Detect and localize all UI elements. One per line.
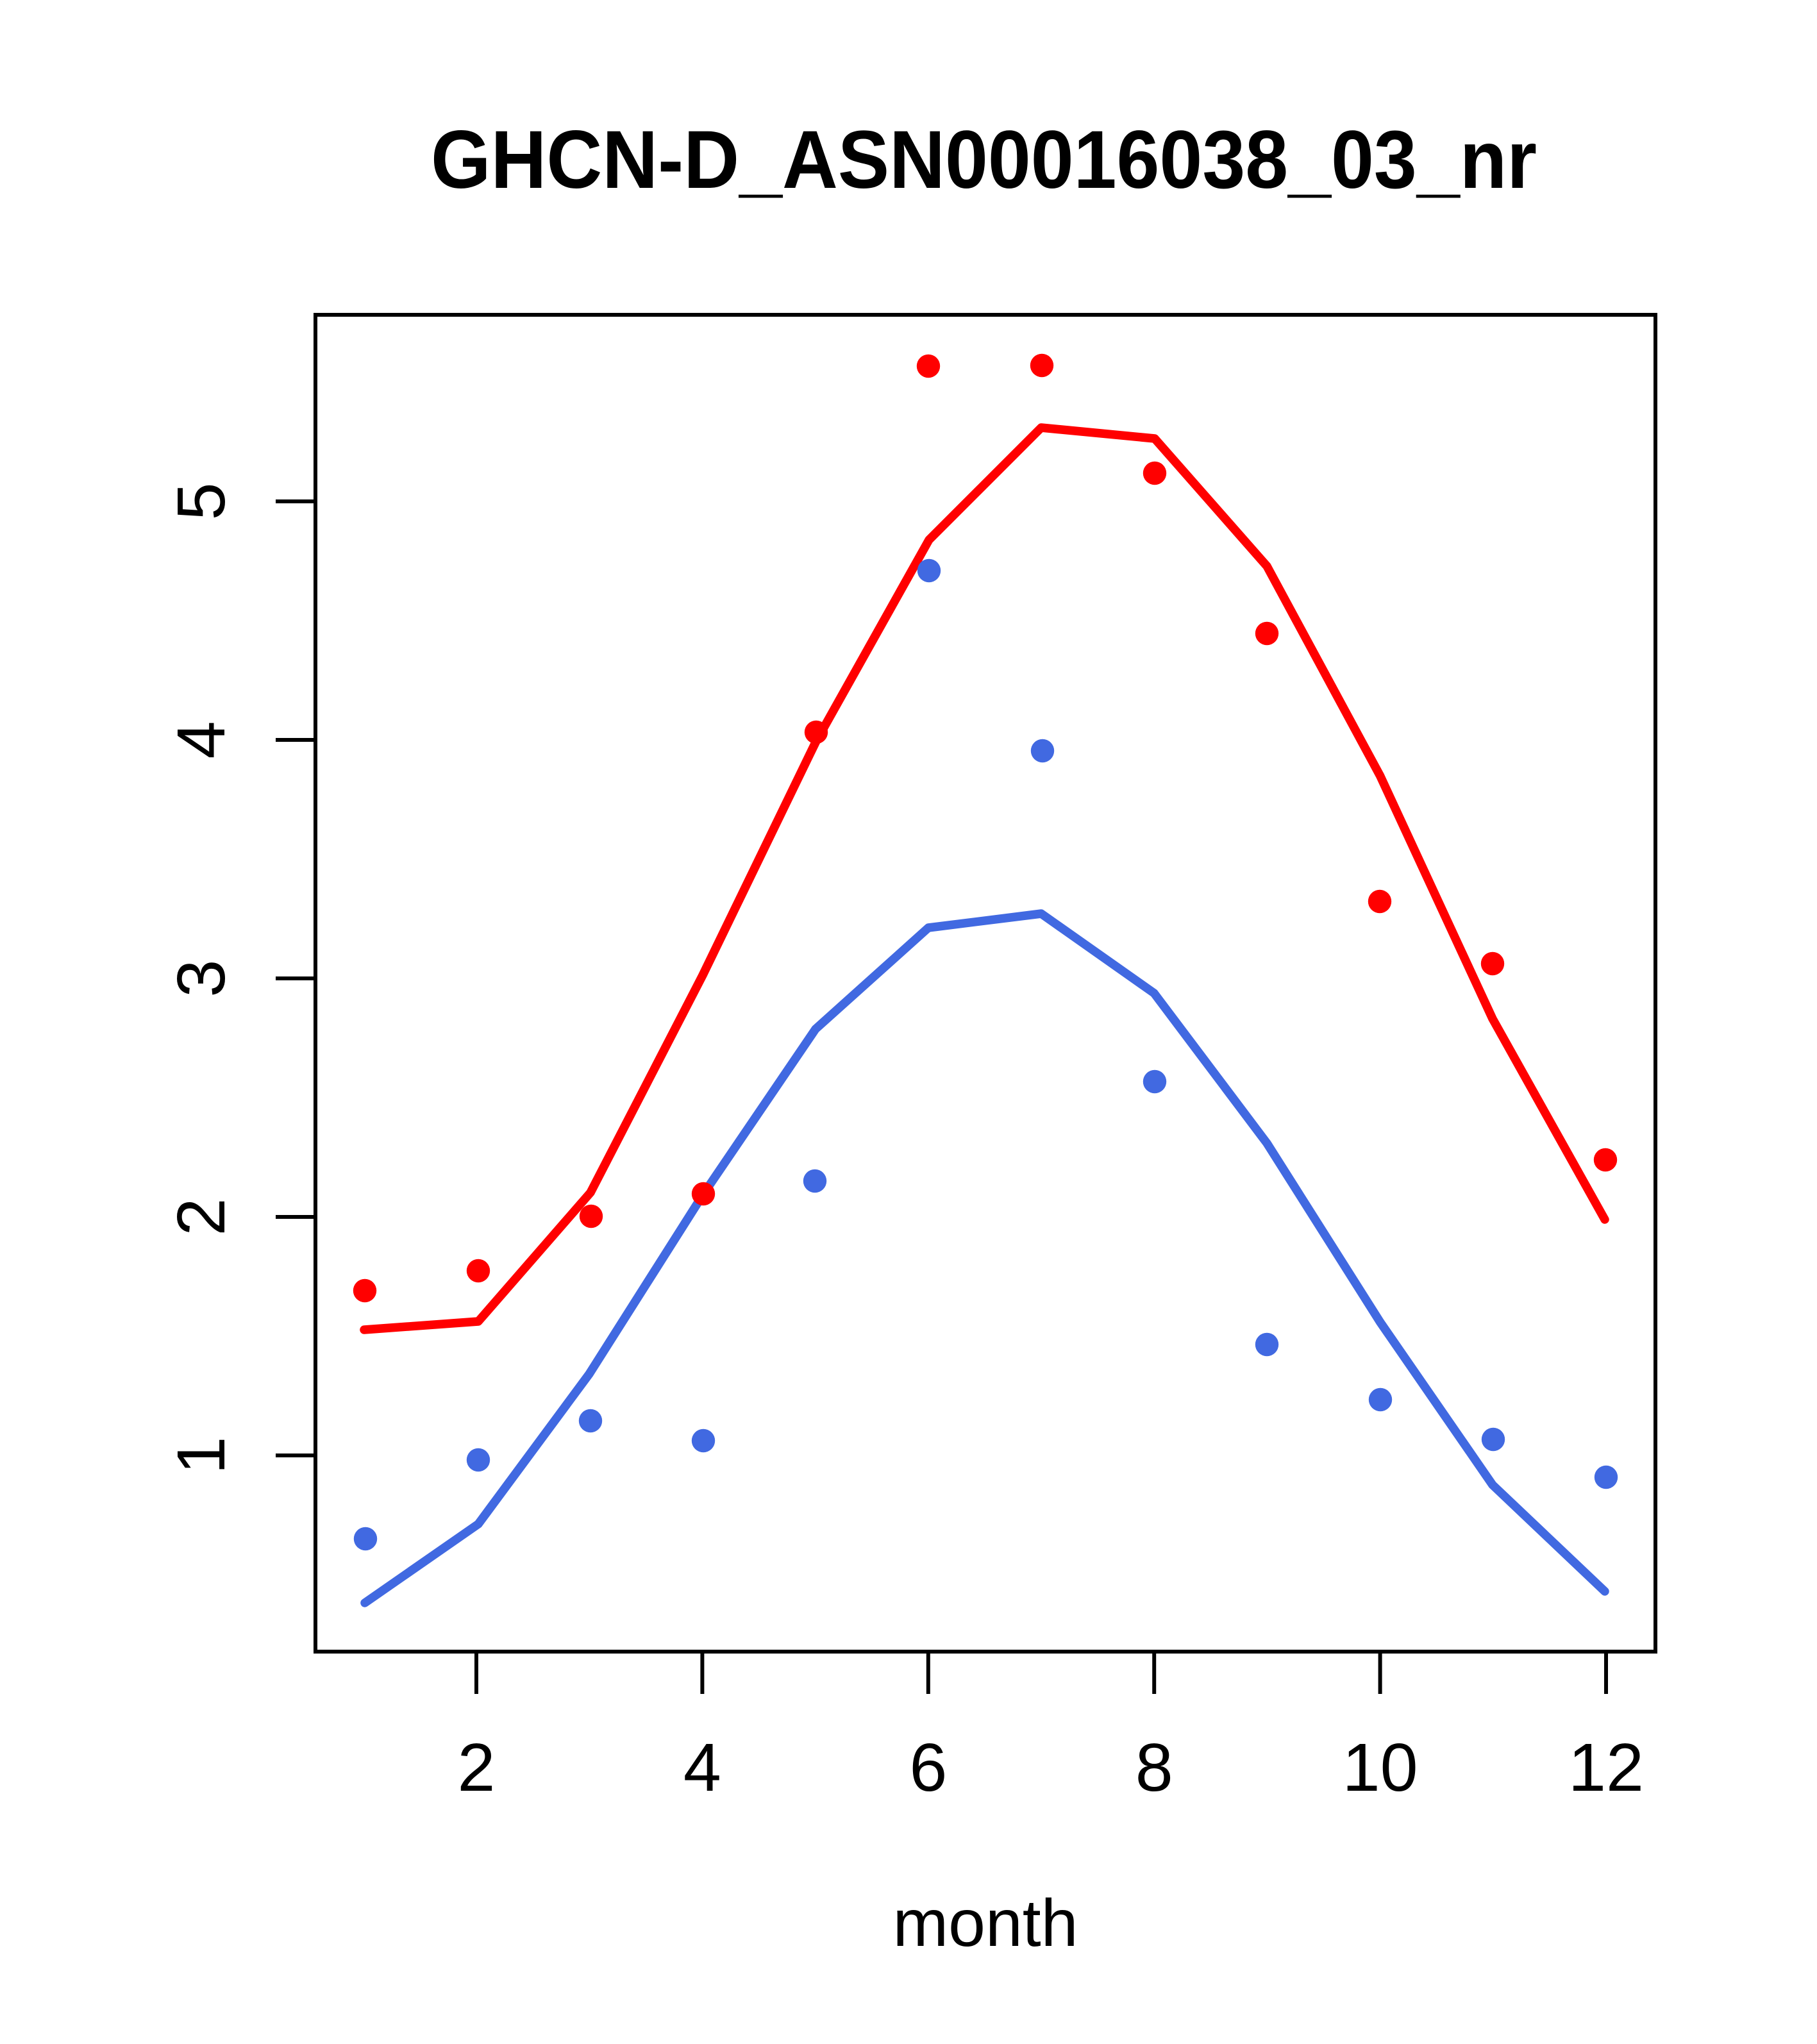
svg-text:2: 2 xyxy=(458,1730,496,1805)
svg-text:5: 5 xyxy=(163,483,239,521)
svg-text:4: 4 xyxy=(683,1730,721,1805)
svg-text:12: 12 xyxy=(1568,1730,1644,1805)
svg-text:10: 10 xyxy=(1343,1730,1418,1805)
svg-text:1: 1 xyxy=(163,1437,239,1475)
svg-text:GHCN-D_ASN00016038_03_nr: GHCN-D_ASN00016038_03_nr xyxy=(431,114,1537,206)
svg-text:8: 8 xyxy=(1135,1730,1173,1805)
svg-text:month: month xyxy=(892,1886,1078,1961)
svg-text:2: 2 xyxy=(163,1198,239,1236)
svg-text:4: 4 xyxy=(163,721,239,759)
svg-text:3: 3 xyxy=(163,960,239,998)
svg-text:6: 6 xyxy=(909,1730,947,1805)
